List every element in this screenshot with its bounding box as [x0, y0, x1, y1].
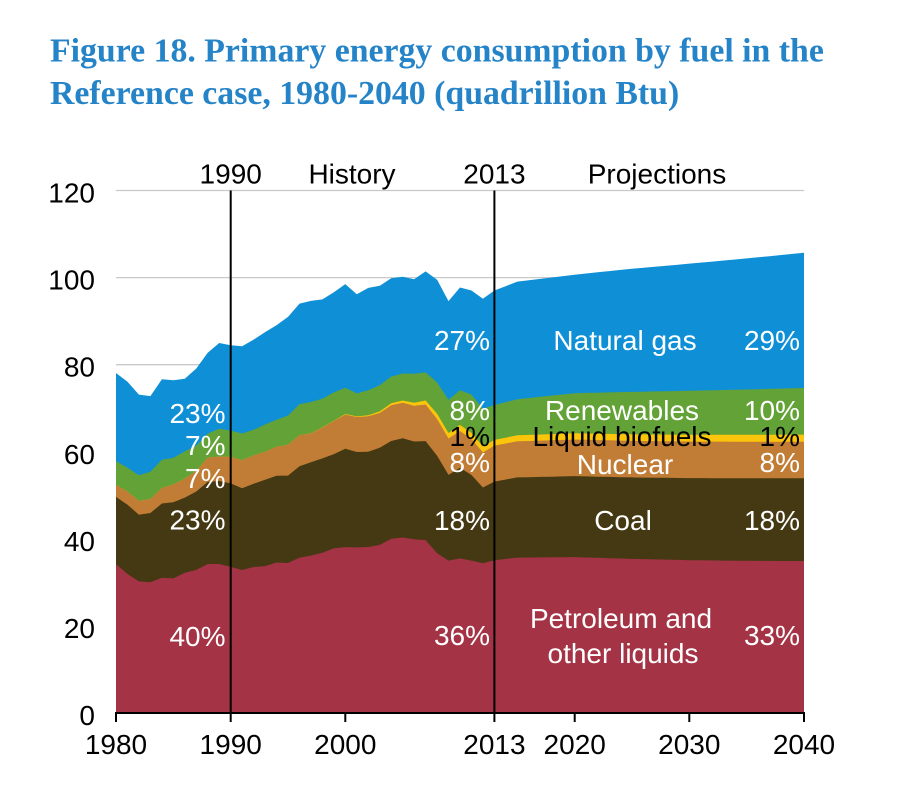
svg-text:Petroleum and: Petroleum and [530, 603, 712, 634]
svg-text:8%: 8% [760, 447, 800, 478]
svg-text:Coal: Coal [594, 505, 652, 536]
svg-text:40: 40 [64, 526, 95, 557]
svg-text:Nuclear: Nuclear [577, 449, 673, 480]
svg-text:1980: 1980 [85, 729, 147, 760]
svg-text:33%: 33% [744, 620, 800, 651]
svg-text:100: 100 [48, 265, 95, 296]
svg-text:Renewables: Renewables [545, 395, 699, 426]
svg-text:other liquids: other liquids [548, 638, 699, 669]
svg-text:0: 0 [79, 700, 95, 731]
svg-text:29%: 29% [744, 325, 800, 356]
svg-text:2020: 2020 [544, 729, 606, 760]
svg-text:8%: 8% [450, 447, 490, 478]
svg-text:120: 120 [48, 178, 95, 209]
svg-text:2013: 2013 [463, 729, 525, 760]
svg-text:8%: 8% [450, 395, 490, 426]
svg-text:1%: 1% [760, 421, 800, 452]
svg-text:7%: 7% [185, 463, 225, 494]
svg-text:60: 60 [64, 439, 95, 470]
svg-text:10%: 10% [744, 395, 800, 426]
svg-text:7%: 7% [185, 430, 225, 461]
svg-text:23%: 23% [169, 505, 225, 536]
svg-text:18%: 18% [744, 505, 800, 536]
svg-text:Reference case, 1980-2040 (qua: Reference case, 1980-2040 (quadrillion B… [50, 75, 679, 112]
svg-text:2000: 2000 [314, 729, 376, 760]
svg-text:27%: 27% [434, 325, 490, 356]
svg-text:23%: 23% [169, 398, 225, 429]
svg-text:1%: 1% [450, 421, 490, 452]
svg-text:Figure 18. Primary energy cons: Figure 18. Primary energy consumption by… [50, 33, 824, 70]
svg-text:History: History [308, 159, 395, 190]
svg-text:1990: 1990 [200, 159, 262, 190]
svg-text:Natural gas: Natural gas [553, 325, 696, 356]
svg-text:1990: 1990 [200, 729, 262, 760]
svg-text:20: 20 [64, 613, 95, 644]
svg-text:2040: 2040 [773, 729, 835, 760]
svg-text:80: 80 [64, 352, 95, 383]
svg-text:2013: 2013 [463, 159, 525, 190]
svg-text:Liquid biofuels: Liquid biofuels [532, 421, 711, 452]
svg-text:36%: 36% [434, 620, 490, 651]
svg-text:18%: 18% [434, 505, 490, 536]
svg-text:2030: 2030 [658, 729, 720, 760]
svg-text:40%: 40% [169, 621, 225, 652]
svg-text:Projections: Projections [588, 159, 727, 190]
